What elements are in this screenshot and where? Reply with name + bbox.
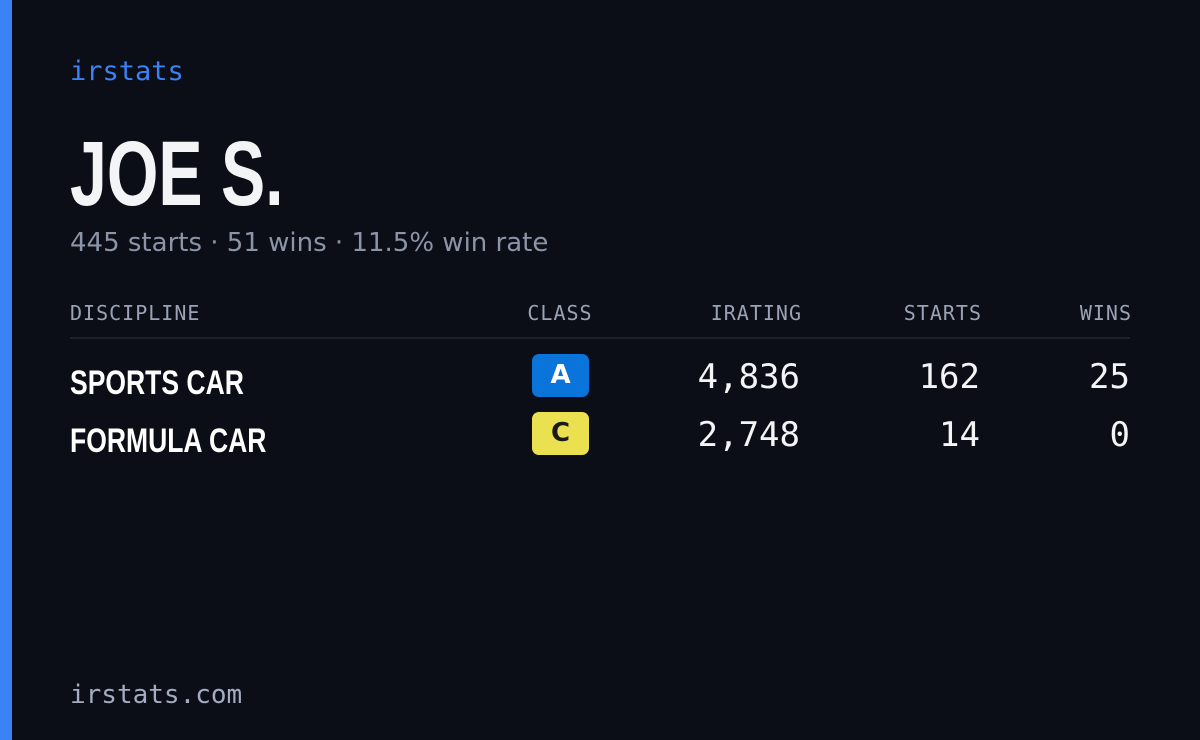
summary: 445 starts · 51 wins · 11.5% win rate [70,228,549,258]
driver-name: JOE S. [70,123,284,225]
brand: irstats [70,56,184,87]
class-badge: A [532,354,589,397]
column-header: WINS [1079,301,1132,325]
starts: 162 [918,357,980,397]
irating: 4,836 [697,357,800,397]
column-header: DISCIPLINE [70,301,201,325]
discipline: SPORTS CAR [70,364,244,402]
column-header: CLASS [527,301,593,325]
accent-bar [0,0,12,740]
wins: 0 [1109,415,1130,455]
class-badge: C [532,412,589,455]
column-header: STARTS [903,301,982,325]
wins: 25 [1089,357,1130,397]
discipline: FORMULA CAR [70,422,267,460]
irating: 2,748 [697,415,800,455]
header-rule [70,337,1130,339]
column-header: IRATING [710,301,802,325]
starts: 14 [939,415,980,455]
footer-url: irstats.com [70,680,243,710]
